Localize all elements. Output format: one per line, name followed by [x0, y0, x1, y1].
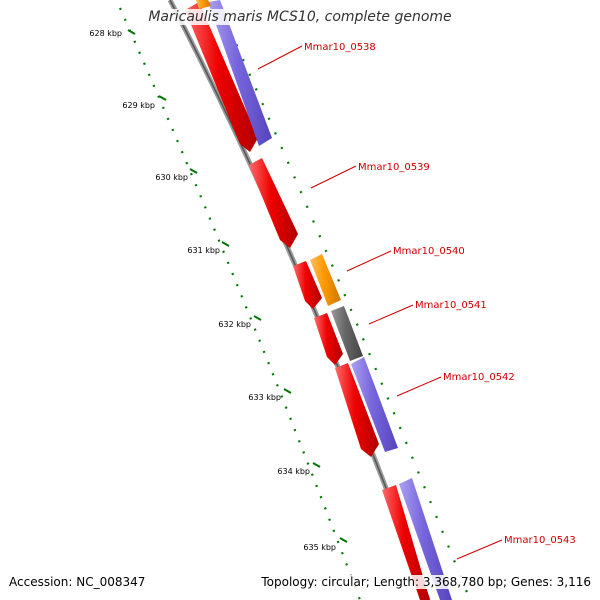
orange-feature[interactable] [196, 0, 211, 9]
kbp-tick [253, 315, 262, 321]
cds-feature[interactable] [382, 485, 430, 600]
gene-labels: Mmar10_0538 Mmar10_0539 Mmar10_0540 Mmar… [304, 42, 576, 546]
kbp-tick [158, 95, 167, 101]
gene-feature[interactable] [351, 357, 398, 452]
map-title-text: Maricaulis maris MCS10, complete genome [148, 9, 452, 25]
leader-line [368, 304, 414, 325]
gene-label-mmar10-0538[interactable]: Mmar10_0538 [304, 42, 376, 53]
kbp-label: 629 kbp [122, 101, 155, 110]
kbp-tick [339, 537, 348, 543]
gene-label-mmar10-0541[interactable]: Mmar10_0541 [415, 300, 487, 311]
cds-feature[interactable] [185, 2, 258, 152]
cds-track [185, 2, 430, 600]
leader-line [310, 165, 357, 189]
cds-feature[interactable] [293, 261, 322, 309]
gene-label-mmar10-0543[interactable]: Mmar10_0543 [504, 535, 576, 546]
kbp-labels: 628 kbp 629 kbp 630 kbp 631 kbp 632 kbp … [89, 29, 336, 552]
other-features [196, 0, 363, 361]
outer-dotted-arc [228, 29, 472, 600]
kbp-tick [189, 168, 198, 174]
orange-feature[interactable] [310, 254, 341, 306]
kbp-tick [221, 241, 230, 247]
cds-feature[interactable] [249, 158, 298, 248]
gene-label-mmar10-0540[interactable]: Mmar10_0540 [393, 246, 465, 257]
kbp-tick [312, 462, 321, 468]
gene-label-mmar10-0539[interactable]: Mmar10_0539 [358, 162, 430, 173]
genome-info-text: Topology: circular; Length: 3,368,780 bp… [261, 575, 591, 589]
kbp-tick [283, 388, 292, 394]
kbp-tick [127, 29, 136, 35]
kbp-label: 632 kbp [218, 320, 251, 329]
gene-feature[interactable] [208, 0, 272, 146]
kbp-label: 635 kbp [303, 543, 336, 552]
gene-track [208, 0, 452, 600]
gene-label-mmar10-0542[interactable]: Mmar10_0542 [443, 372, 515, 383]
accession-text: Accession: NC_008347 [9, 575, 146, 589]
leader-line [456, 539, 503, 560]
gray-feature[interactable] [331, 306, 363, 361]
kbp-label: 631 kbp [187, 246, 220, 255]
kbp-ticks [127, 29, 348, 543]
leader-line [346, 250, 392, 272]
gene-label-leaders [257, 45, 503, 560]
gene-feature[interactable] [399, 478, 452, 600]
scale-dotted-arc [118, 7, 362, 600]
map-title: Maricaulis maris MCS10, complete genome [0, 9, 600, 25]
kbp-label: 633 kbp [248, 393, 281, 402]
kbp-label: 630 kbp [155, 173, 188, 182]
cds-feature[interactable] [314, 313, 343, 365]
kbp-label: 634 kbp [277, 467, 310, 476]
leader-line [396, 376, 442, 397]
kbp-label: 628 kbp [89, 29, 122, 38]
leader-line [257, 45, 303, 70]
cds-feature[interactable] [335, 363, 379, 457]
